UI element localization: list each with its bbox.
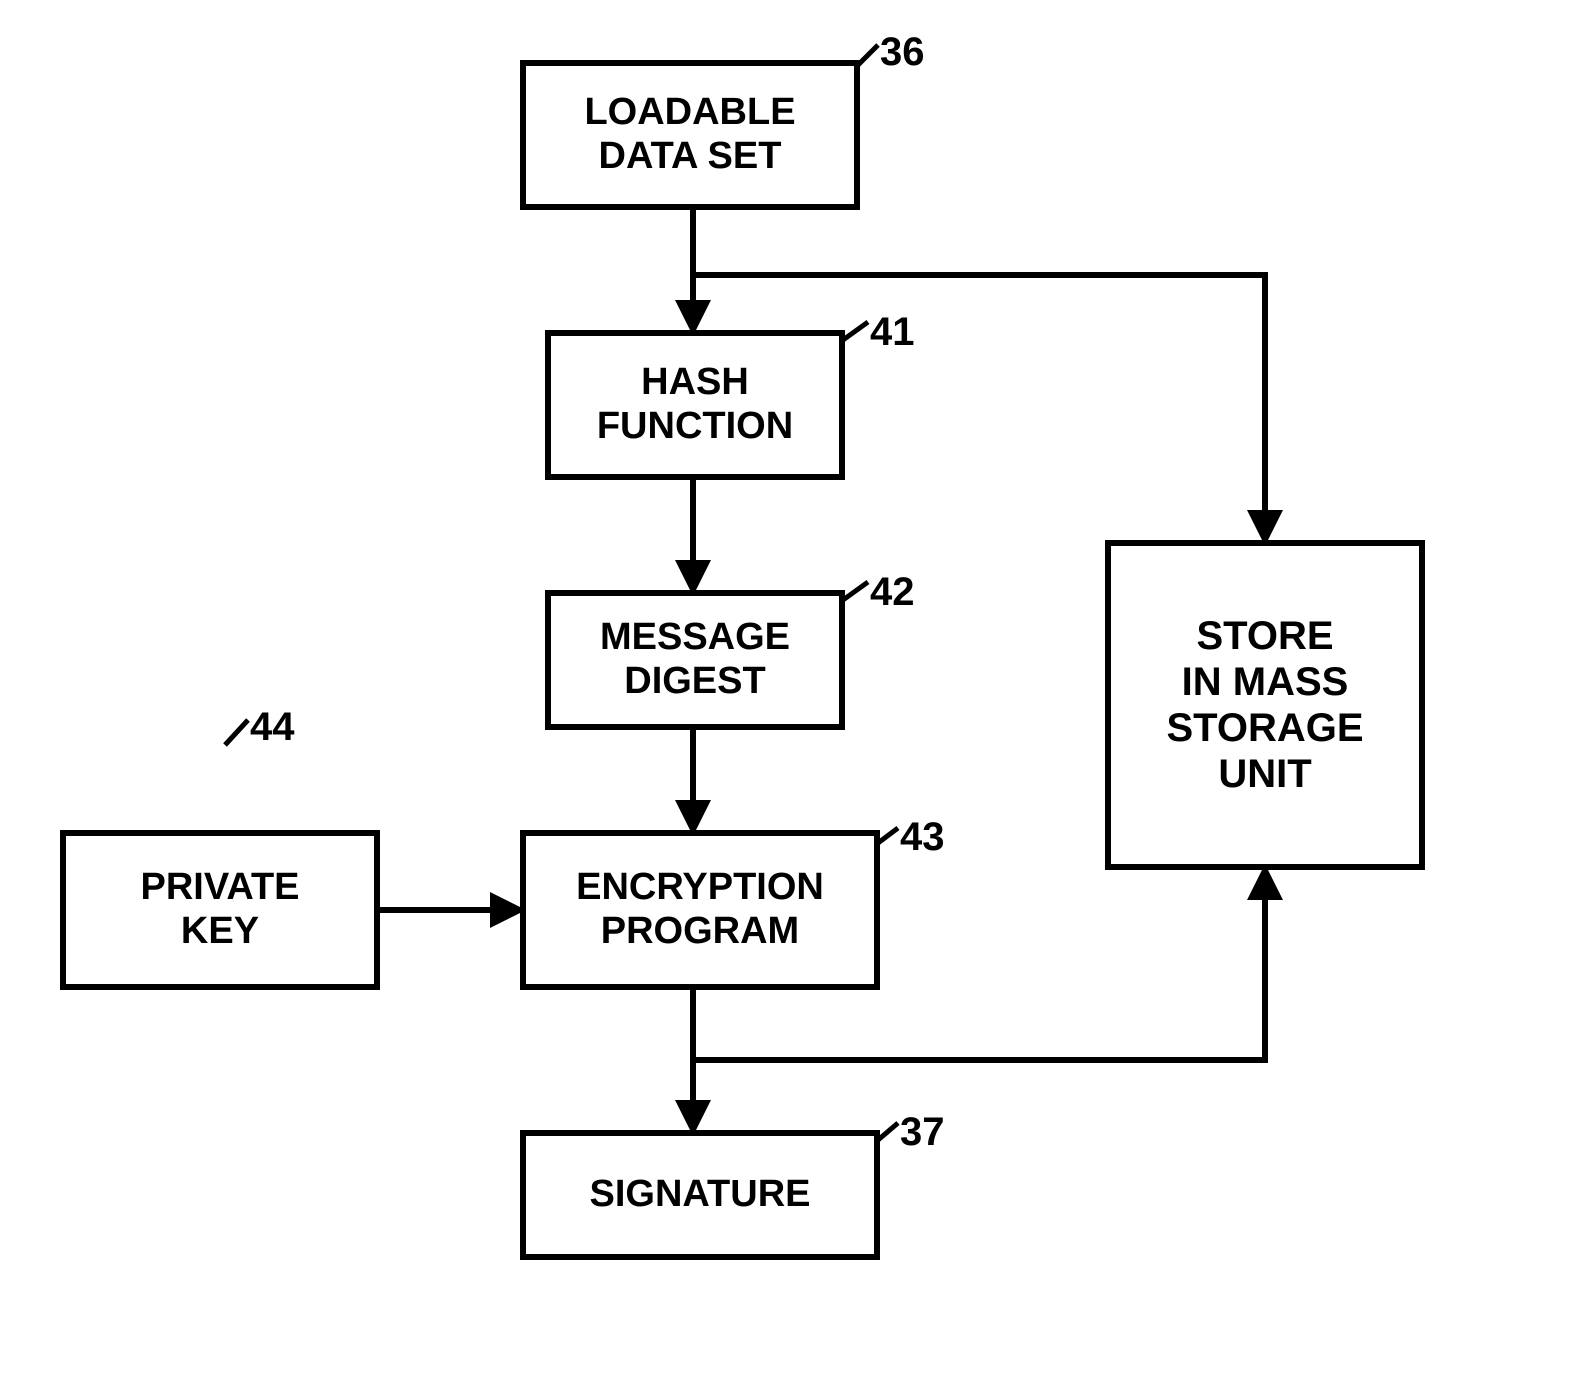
ref-label-36: 36 <box>880 30 925 75</box>
leader-line-44 <box>225 720 248 745</box>
node-loadable-data-set: LOADABLEDATA SET <box>520 60 860 210</box>
leader-line-42 <box>843 582 868 600</box>
node-encryption-program: ENCRYPTIONPROGRAM <box>520 830 880 990</box>
leader-line-43 <box>878 828 898 843</box>
node-label: SIGNATURE <box>590 1173 811 1217</box>
leader-line-37 <box>878 1123 898 1140</box>
node-store-mass-storage: STOREIN MASSSTORAGEUNIT <box>1105 540 1425 870</box>
node-message-digest: MESSAGEDIGEST <box>545 590 845 730</box>
ref-label-37: 37 <box>900 1110 945 1155</box>
ref-label-43: 43 <box>900 815 945 860</box>
node-signature: SIGNATURE <box>520 1130 880 1260</box>
ref-label-42: 42 <box>870 570 915 615</box>
node-hash-function: HASHFUNCTION <box>545 330 845 480</box>
node-label: STOREIN MASSSTORAGEUNIT <box>1166 613 1363 797</box>
leader-line-36 <box>858 45 878 65</box>
node-label: PRIVATEKEY <box>140 866 299 953</box>
leader-line-41 <box>843 322 868 340</box>
node-label: ENCRYPTIONPROGRAM <box>576 866 824 953</box>
node-private-key: PRIVATEKEY <box>60 830 380 990</box>
flowchart-diagram: LOADABLEDATA SET 36 HASHFUNCTION 41 MESS… <box>0 0 1596 1379</box>
node-label: MESSAGEDIGEST <box>600 616 790 703</box>
node-label: HASHFUNCTION <box>597 361 793 448</box>
ref-label-41: 41 <box>870 310 915 355</box>
node-label: LOADABLEDATA SET <box>584 91 795 178</box>
ref-label-44: 44 <box>250 705 295 750</box>
